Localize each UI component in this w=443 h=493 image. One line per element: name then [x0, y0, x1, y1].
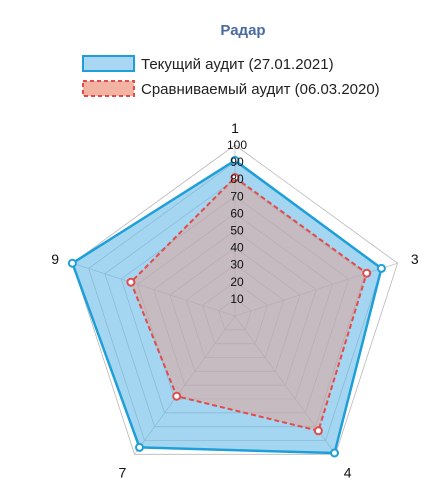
legend-item-compared[interactable]: Сравниваемый аудит (06.03.2020) — [82, 80, 380, 98]
data-point — [313, 426, 323, 436]
data-point — [126, 277, 136, 287]
data-point — [67, 258, 77, 268]
data-point — [230, 173, 240, 182]
tick-label: 100 — [227, 138, 247, 152]
tick-label: 50 — [230, 224, 244, 238]
chart-title: Радар — [220, 22, 265, 39]
series-area — [129, 176, 368, 432]
legend-swatch-compared — [82, 80, 135, 97]
tick-label: 90 — [230, 155, 244, 169]
category-label: 9 — [51, 251, 59, 267]
radar-plot-area: 10 20 30 40 50 60 70 80 90 100 1 3 4 7 9 — [51, 120, 419, 481]
data-point — [172, 391, 182, 401]
legend: Текущий аудит (27.01.2021) Сравниваемый … — [82, 55, 380, 98]
category-label: 1 — [231, 120, 239, 136]
tick-label: 10 — [230, 292, 244, 306]
data-point — [330, 448, 339, 458]
legend-item-current[interactable]: Текущий аудит (27.01.2021) — [82, 55, 334, 73]
legend-swatch-current — [82, 55, 135, 72]
tick-label: 70 — [230, 189, 244, 203]
tick-label: 30 — [230, 258, 244, 272]
grid-ring — [71, 144, 399, 455]
legend-label-compared: Сравниваемый аудит (06.03.2020) — [141, 81, 380, 98]
legend-label-current: Текущий аудит (27.01.2021) — [141, 56, 334, 73]
category-label: 4 — [344, 465, 352, 481]
tick-label: 40 — [230, 241, 244, 255]
tick-label: 80 — [230, 172, 244, 186]
category-label: 7 — [119, 465, 127, 481]
data-point — [362, 268, 372, 278]
tick-label: 60 — [230, 206, 244, 220]
series-compared — [126, 173, 372, 436]
category-label: 3 — [411, 251, 419, 267]
data-point — [230, 155, 240, 165]
data-point — [135, 442, 144, 452]
data-point — [376, 263, 386, 273]
tick-label: 20 — [230, 275, 244, 289]
